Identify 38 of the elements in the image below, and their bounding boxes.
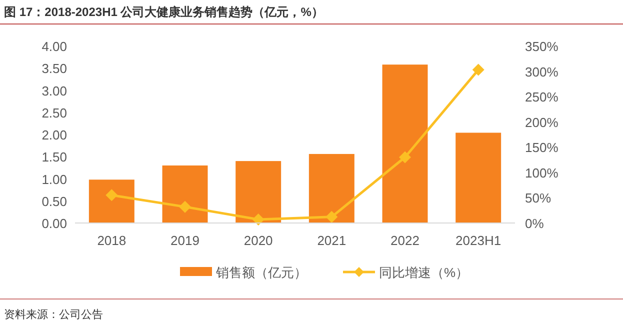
- bar: [382, 64, 428, 223]
- bar: [162, 165, 208, 223]
- y-tick-label: 1.50: [42, 150, 67, 165]
- y-tick-label: 3.00: [42, 83, 67, 98]
- x-tick-label: 2023H1: [456, 233, 502, 248]
- legend-label: 销售额（亿元）: [215, 265, 307, 280]
- y2-tick-label: 300%: [525, 64, 559, 80]
- y2-tick-label: 200%: [525, 114, 559, 130]
- y-tick-label: 2.50: [42, 105, 67, 120]
- y2-tick-label: 250%: [525, 90, 559, 105]
- y-tick-label: 4.00: [42, 39, 67, 54]
- legend-label: 同比增速（%）: [379, 265, 469, 280]
- bar: [456, 132, 502, 223]
- point: [179, 200, 191, 213]
- x-tick-label: 2022: [390, 233, 420, 248]
- point: [252, 213, 264, 226]
- point: [472, 64, 484, 76]
- bar: [236, 161, 282, 223]
- y-tick-label: 2.00: [42, 128, 67, 142]
- bar: [88, 180, 134, 223]
- x-tick-label: 2020: [244, 233, 273, 248]
- point: [326, 210, 338, 223]
- y2-tick-label: 100%: [525, 165, 559, 180]
- text: 资料来源：公司公告: [4, 308, 103, 321]
- bar: [308, 154, 354, 223]
- y-tick-label: 0.00: [42, 216, 67, 231]
- chart-title: 图 17：2018-2023H1 公司大健康业务销售趋势（亿元，%）: [4, 5, 324, 19]
- x-tick-label: 2019: [170, 233, 200, 248]
- point: [399, 151, 411, 164]
- y2-tick-label: 50%: [525, 190, 552, 206]
- y2-tick-label: 150%: [525, 140, 559, 156]
- x-tick-label: 2018: [97, 233, 126, 248]
- y2-tick-label: 350%: [525, 39, 559, 54]
- y-tick-label: 0.50: [42, 194, 67, 209]
- x-tick-label: 2021: [317, 233, 346, 248]
- y-tick-label: 3.50: [42, 61, 67, 76]
- y2-tick-label: 0%: [525, 216, 544, 231]
- y-tick-label: 1.00: [42, 172, 67, 187]
